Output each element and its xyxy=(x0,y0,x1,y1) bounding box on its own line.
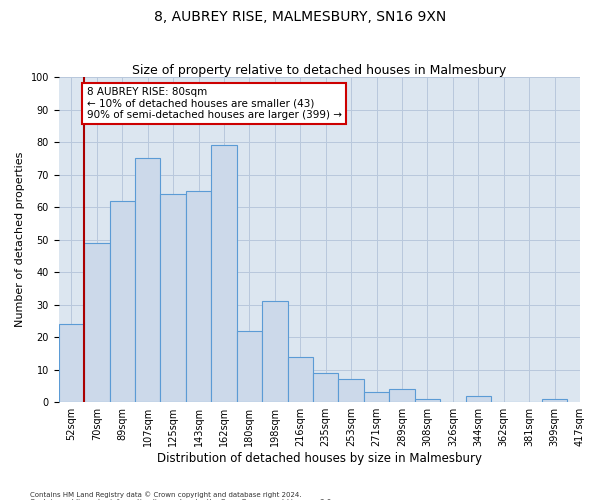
Bar xyxy=(135,158,160,402)
Bar xyxy=(236,330,262,402)
Title: Size of property relative to detached houses in Malmesbury: Size of property relative to detached ho… xyxy=(132,64,506,77)
Bar xyxy=(160,194,186,402)
Bar xyxy=(542,399,567,402)
Bar xyxy=(84,243,110,402)
Bar xyxy=(262,302,287,402)
Bar xyxy=(287,356,313,402)
Bar xyxy=(186,191,211,402)
Bar xyxy=(211,146,236,402)
Text: Contains HM Land Registry data © Crown copyright and database right 2024.: Contains HM Land Registry data © Crown c… xyxy=(30,491,302,498)
Bar xyxy=(466,396,491,402)
Bar xyxy=(59,324,84,402)
Bar xyxy=(313,373,338,402)
Bar xyxy=(389,389,415,402)
Bar xyxy=(364,392,389,402)
Bar xyxy=(415,399,440,402)
Text: 8 AUBREY RISE: 80sqm
← 10% of detached houses are smaller (43)
90% of semi-detac: 8 AUBREY RISE: 80sqm ← 10% of detached h… xyxy=(86,87,341,120)
Bar xyxy=(338,380,364,402)
X-axis label: Distribution of detached houses by size in Malmesbury: Distribution of detached houses by size … xyxy=(157,452,482,465)
Y-axis label: Number of detached properties: Number of detached properties xyxy=(15,152,25,328)
Text: Contains public sector information licensed under the Open Government Licence v3: Contains public sector information licen… xyxy=(30,499,334,500)
Text: 8, AUBREY RISE, MALMESBURY, SN16 9XN: 8, AUBREY RISE, MALMESBURY, SN16 9XN xyxy=(154,10,446,24)
Bar xyxy=(110,200,135,402)
